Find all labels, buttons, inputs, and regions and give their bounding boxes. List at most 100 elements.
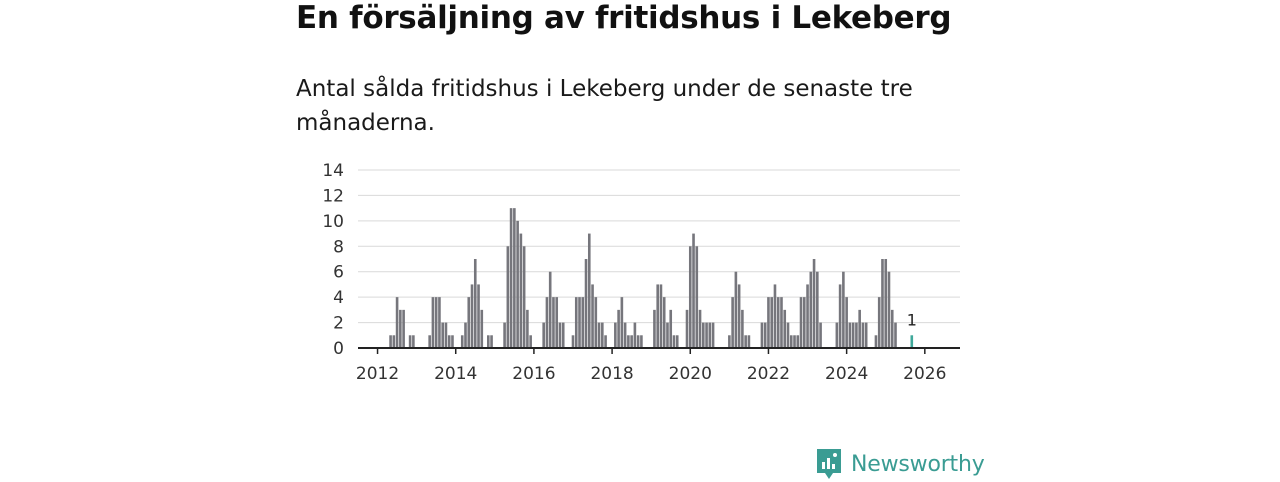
bar <box>796 335 800 348</box>
bar <box>434 297 438 348</box>
bar <box>526 309 529 348</box>
bar <box>789 335 793 348</box>
bar <box>601 322 604 348</box>
bar <box>522 246 526 348</box>
bar <box>653 309 656 348</box>
bar <box>816 271 819 348</box>
bar <box>695 246 699 348</box>
bar <box>731 297 734 348</box>
bar <box>780 297 783 348</box>
bar <box>630 335 633 348</box>
bar <box>675 335 679 348</box>
bar <box>431 297 435 348</box>
chart-subtitle: Antal sålda fritidshus i Lekeberg under … <box>296 76 913 136</box>
bar <box>698 309 702 348</box>
bar <box>708 322 712 348</box>
bar <box>760 322 764 348</box>
bar <box>659 284 663 348</box>
x-tick-label: 2026 <box>903 364 946 384</box>
data-label: 1 <box>907 310 917 329</box>
bar <box>574 297 578 348</box>
bar <box>571 335 575 348</box>
bar <box>809 271 813 348</box>
bar <box>861 322 865 348</box>
bar <box>408 335 412 348</box>
bar <box>513 208 516 348</box>
bar <box>542 322 545 348</box>
x-tick-label: 2022 <box>747 364 790 384</box>
bar <box>444 322 448 348</box>
y-tick-label: 2 <box>333 314 344 334</box>
bar <box>587 233 591 348</box>
bar <box>770 297 774 348</box>
bar <box>487 335 490 348</box>
bar <box>848 322 852 348</box>
bar <box>558 322 562 348</box>
bar <box>851 322 855 348</box>
bar <box>666 322 669 348</box>
bar <box>591 284 594 348</box>
bar <box>627 335 630 348</box>
x-tick-label: 2024 <box>825 364 868 384</box>
bar <box>620 297 624 348</box>
bar <box>594 297 598 348</box>
bar <box>672 335 676 348</box>
bar <box>802 297 806 348</box>
bar <box>864 322 868 348</box>
bar <box>806 284 809 348</box>
bar <box>835 322 839 348</box>
bar <box>470 284 474 348</box>
chart-title: En försäljning av fritidshus i Lekeberg <box>296 0 952 36</box>
bar <box>656 284 659 348</box>
bar <box>584 259 588 348</box>
bar <box>702 322 705 348</box>
bar <box>447 335 451 348</box>
bar <box>441 322 444 348</box>
bar <box>793 335 796 348</box>
bar <box>773 284 777 348</box>
bar <box>389 335 392 348</box>
bar <box>881 259 884 348</box>
bar <box>685 309 689 348</box>
bar <box>395 297 399 348</box>
bar <box>473 259 477 348</box>
y-tick-label: 8 <box>333 237 344 257</box>
bar <box>503 322 506 348</box>
bar <box>894 322 897 348</box>
bar <box>460 335 464 348</box>
bar <box>845 297 848 348</box>
x-tick-label: 2020 <box>669 364 712 384</box>
x-tick-label: 2018 <box>590 364 633 384</box>
bar <box>506 246 510 348</box>
bar <box>561 322 565 348</box>
bar <box>692 233 695 348</box>
bar <box>799 297 803 348</box>
bar <box>399 309 402 348</box>
brand-name: Newsworthy <box>851 451 985 477</box>
bar <box>412 335 415 348</box>
bar <box>855 322 858 348</box>
bar <box>842 271 845 348</box>
bar-highlight <box>910 335 914 348</box>
bar <box>669 309 673 348</box>
y-tick-label: 14 <box>322 161 344 181</box>
newsworthy-brand[interactable]: Newsworthy <box>815 446 985 482</box>
bar <box>877 297 881 348</box>
bar <box>744 335 747 348</box>
bar <box>623 322 627 348</box>
bar <box>747 335 751 348</box>
bar <box>545 297 549 348</box>
bar <box>428 335 431 348</box>
bar <box>509 208 513 348</box>
bar <box>581 297 585 348</box>
y-tick-label: 10 <box>322 212 344 232</box>
bar <box>741 309 744 348</box>
bar <box>614 322 617 348</box>
bar <box>890 309 894 348</box>
bar <box>467 297 471 348</box>
bar <box>480 309 484 348</box>
bar <box>392 335 396 348</box>
bar <box>767 297 770 348</box>
x-tick-label: 2012 <box>356 364 399 384</box>
bar <box>464 322 467 348</box>
